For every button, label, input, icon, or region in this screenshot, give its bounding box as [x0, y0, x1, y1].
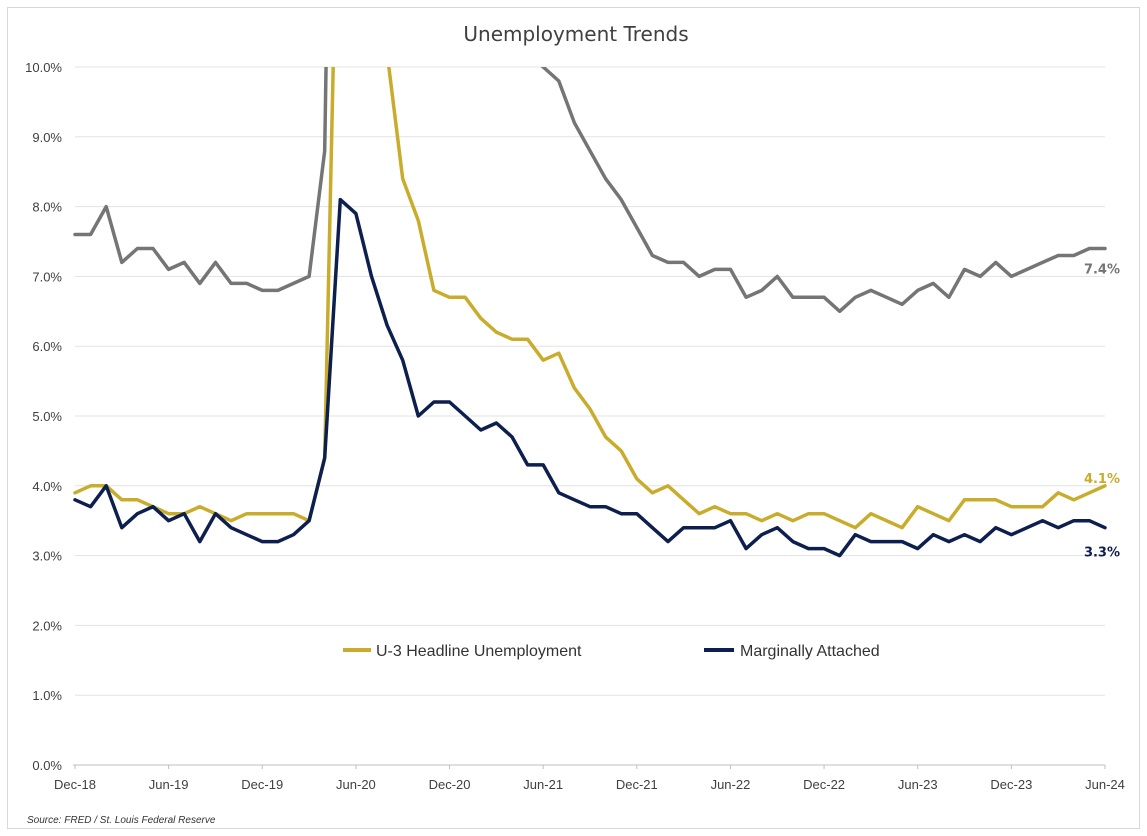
x-tick-label: Dec-22 — [803, 777, 845, 792]
gridlines — [75, 66, 1105, 696]
chart-frame — [7, 7, 1140, 829]
legend: U-3 Headline Unemployment Marginally Att… — [343, 643, 880, 660]
legend-label-marginally-attached: Marginally Attached — [740, 643, 880, 660]
x-tick-label: Jun-24 — [1085, 777, 1125, 792]
y-tick-label: 9.0% — [32, 130, 62, 145]
y-tick-label: 6.0% — [32, 339, 62, 354]
y-tick-label: 4.0% — [32, 479, 62, 494]
x-tick-label: Dec-19 — [241, 777, 283, 792]
y-axis-ticks: 0.0% 1.0% 2.0% 3.0% 4.0% 5.0% 6.0% 7.0% 8.0% 9.0%… — [25, 60, 62, 773]
y-tick-label: 7.0% — [32, 269, 62, 284]
x-tick-label: Dec-21 — [616, 777, 658, 792]
end-labels: 7.4% 4.1% 3.3% — [1084, 262, 1120, 560]
u3-headline-end-label: 4.1% — [1084, 472, 1120, 487]
x-tick-label: Jun-20 — [336, 777, 376, 792]
y-tick-label: 8.0% — [32, 200, 62, 215]
y-tick-label: 3.0% — [32, 549, 62, 564]
u3-headline-line — [73, 67, 1107, 530]
legend-item-u3: U-3 Headline Unemployment — [343, 643, 582, 660]
x-tick-label: Jun-22 — [711, 777, 751, 792]
legend-item-marginally-attached: Marginally Attached — [704, 643, 880, 660]
marginally-attached-end-label: 3.3% — [1084, 546, 1120, 561]
marginally-attached-line — [73, 197, 1107, 558]
x-tick-label: Dec-20 — [429, 777, 471, 792]
source-note: Source: FRED / St. Louis Federal Reserve — [27, 815, 216, 826]
x-axis-ticks: Dec-18 Jun-19 Dec-19 Jun-20 Dec-20 Jun-21 Dec-… — [54, 765, 1125, 792]
y-tick-label: 10.0% — [25, 60, 62, 75]
y-tick-label: 1.0% — [32, 688, 62, 703]
y-tick-label: 2.0% — [32, 618, 62, 633]
u6-rate-line — [73, 67, 1107, 314]
x-tick-label: Dec-18 — [54, 777, 96, 792]
u6-rate-end-label: 7.4% — [1084, 262, 1120, 277]
x-tick-label: Jun-21 — [523, 777, 563, 792]
series-lines — [73, 67, 1107, 558]
x-tick-label: Jun-19 — [149, 777, 189, 792]
y-tick-label: 5.0% — [32, 409, 62, 424]
x-tick-label: Dec-23 — [990, 777, 1032, 792]
legend-label-u3: U-3 Headline Unemployment — [376, 643, 582, 660]
chart-title: Unemployment Trends — [463, 22, 688, 46]
y-tick-label: 0.0% — [32, 758, 62, 773]
x-tick-label: Jun-23 — [898, 777, 938, 792]
